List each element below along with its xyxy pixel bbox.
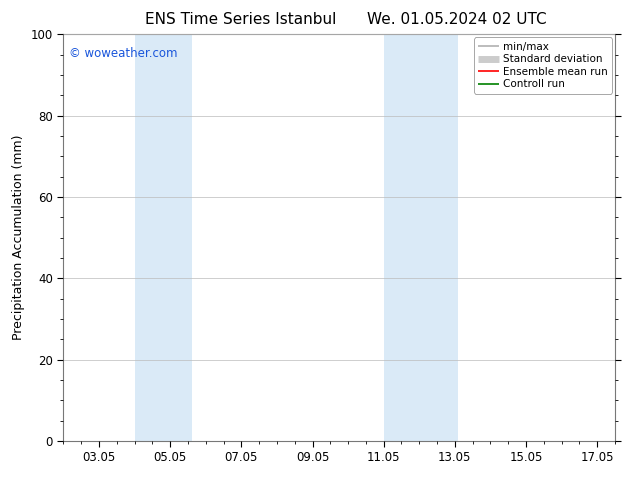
Text: © woweather.com: © woweather.com bbox=[69, 47, 178, 59]
Y-axis label: Precipitation Accumulation (mm): Precipitation Accumulation (mm) bbox=[12, 135, 25, 341]
Bar bbox=[134, 34, 191, 441]
Text: We. 01.05.2024 02 UTC: We. 01.05.2024 02 UTC bbox=[366, 12, 547, 27]
Bar bbox=[384, 34, 458, 441]
Legend: min/max, Standard deviation, Ensemble mean run, Controll run: min/max, Standard deviation, Ensemble me… bbox=[474, 37, 612, 94]
Text: ENS Time Series Istanbul: ENS Time Series Istanbul bbox=[145, 12, 337, 27]
